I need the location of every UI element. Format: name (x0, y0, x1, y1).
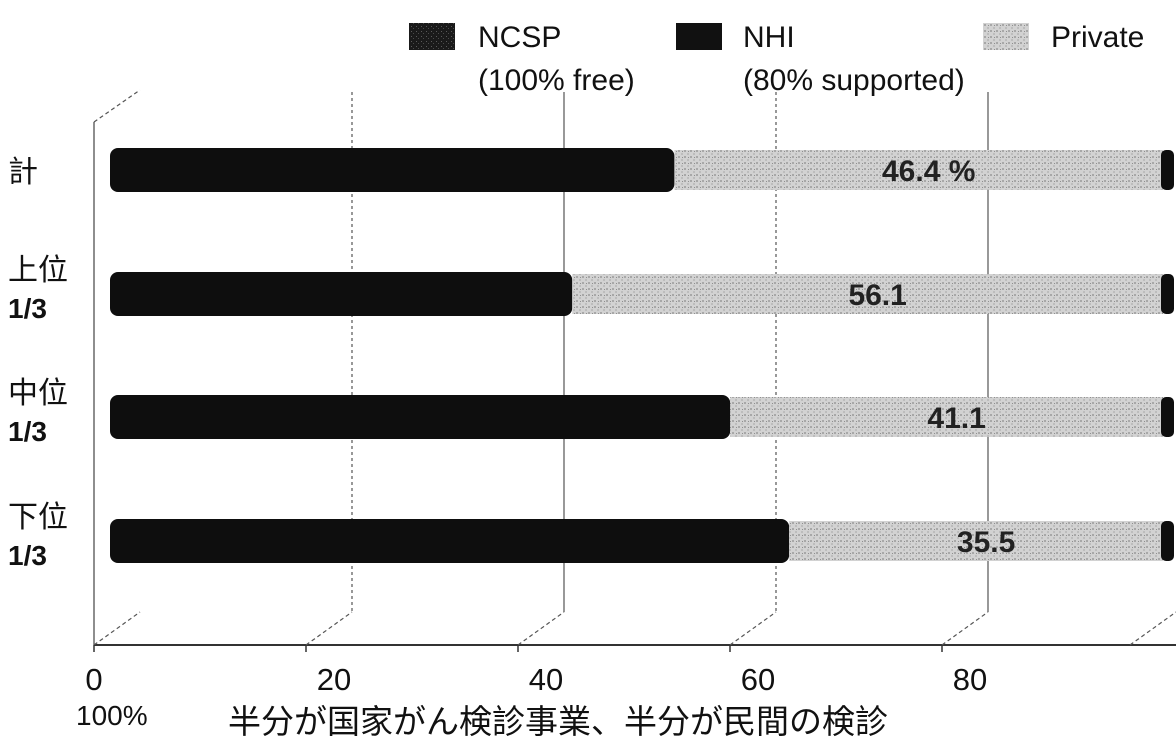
legend-item-private: Private (983, 21, 1144, 54)
legend-label-nhi-line1: NHI (743, 21, 795, 54)
category-label-0: 計 (8, 155, 38, 190)
bar-endcap-1 (1161, 274, 1174, 314)
floor-diagonal-40 (517, 611, 565, 646)
floor-diagonal-80 (941, 611, 989, 646)
floor-diagonal-60 (729, 611, 777, 646)
tick-label-0: 0 (85, 662, 102, 697)
category-labels: 計上位 1/3 中位 1/3 下位 1/3 (8, 155, 68, 571)
bar-private-3 (789, 521, 1163, 561)
category-label-2-line1: 中位 (8, 376, 68, 411)
category-label-1-line2: 1/3 (8, 293, 47, 324)
bar-private-0 (674, 150, 1163, 190)
tick-label-80: 80 (953, 662, 987, 697)
bar-dark-1 (110, 272, 573, 316)
category-label-1-line1: 上位 (8, 253, 68, 288)
legend-label-nhi-line2: (80% supported) (743, 64, 965, 97)
legend-swatch-private (983, 23, 1029, 50)
legend-swatch-ncsp (409, 23, 455, 50)
bar-endcap-2 (1161, 397, 1174, 437)
plot-frame (93, 89, 1176, 646)
legend-swatch-nhi (676, 23, 722, 50)
legend-label-ncsp-line2: (100% free) (478, 64, 635, 97)
bars: 46.4 % 56.1 41.1 35.5 (110, 148, 1174, 563)
bar-private-2 (730, 397, 1163, 437)
floor-diagonal-end (1129, 611, 1176, 646)
legend-item-ncsp: NCSP (100% free) (409, 21, 635, 97)
data-label-private-1: 56.1 (848, 279, 906, 312)
bar-endcap-3 (1161, 521, 1174, 561)
back-wall-left (93, 89, 141, 123)
tick-label-60: 60 (741, 662, 775, 697)
bar-dark-0 (110, 148, 675, 192)
data-label-private-2: 41.1 (927, 402, 985, 435)
bar-private-1 (572, 274, 1163, 314)
legend-label-ncsp-line1: NCSP (478, 21, 561, 54)
tick-label-40: 40 (529, 662, 563, 697)
floor-diagonal-0 (93, 611, 141, 646)
floor-diagonal-20 (305, 611, 353, 646)
legend-label-private: Private (1051, 21, 1144, 54)
tick-label-20: 20 (317, 662, 351, 697)
x-axis-ticks: 0 20 40 60 80 (85, 645, 987, 697)
bar-dark-3 (110, 519, 790, 563)
bar-endcap-0 (1161, 150, 1174, 190)
legend: NCSP (100% free) NHI (80% supported) Pri… (409, 21, 1144, 97)
category-label-3-line1: 下位 (8, 500, 68, 535)
bar-dark-2 (110, 395, 731, 439)
data-label-private-3: 35.5 (957, 526, 1015, 559)
category-label-2-line2: 1/3 (8, 416, 47, 447)
x-axis-unit-label: 100% (76, 700, 148, 731)
chart-caption: 半分が国家がん検診事業、半分が民間の検診 (228, 702, 888, 741)
category-label-3-line2: 1/3 (8, 540, 47, 571)
data-label-private-0: 46.4 % (882, 155, 975, 188)
legend-item-nhi: NHI (80% supported) (676, 21, 965, 97)
